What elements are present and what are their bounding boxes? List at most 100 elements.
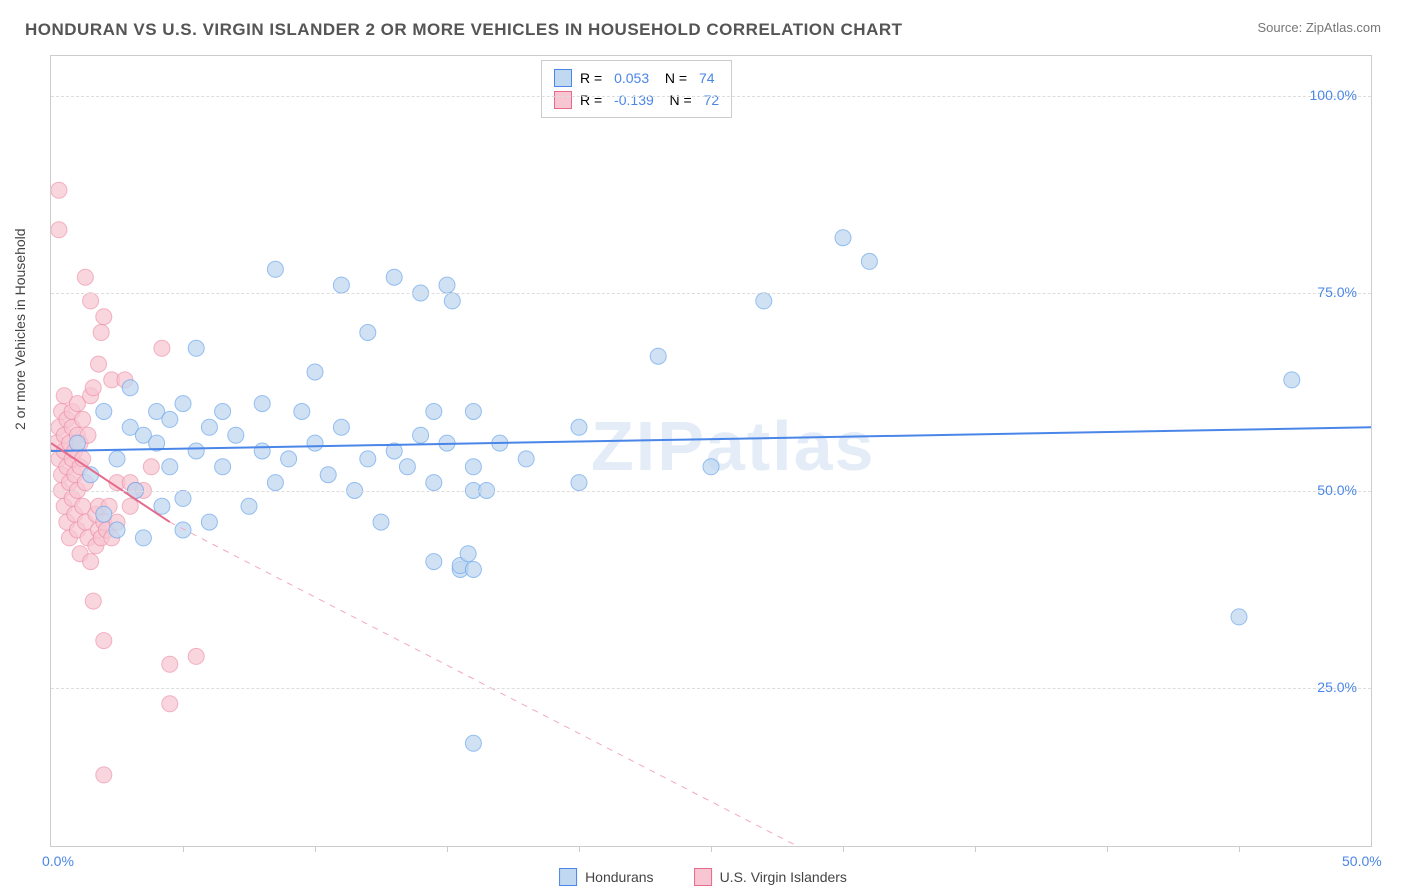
- data-point-pink: [96, 514, 112, 530]
- gridline-h: [51, 491, 1371, 492]
- data-point-pink: [59, 459, 75, 475]
- data-point-blue: [83, 467, 99, 483]
- data-point-pink: [61, 475, 77, 491]
- watermark-text: ZIPatlas: [591, 406, 875, 486]
- data-point-pink: [59, 411, 75, 427]
- data-point-pink: [56, 498, 72, 514]
- data-point-blue: [460, 546, 476, 562]
- x-tick-mark: [183, 846, 184, 852]
- data-point-blue: [162, 411, 178, 427]
- data-point-blue: [333, 419, 349, 435]
- data-point-pink: [98, 522, 114, 538]
- data-point-blue: [162, 459, 178, 475]
- data-point-pink: [56, 427, 72, 443]
- trend-line: [51, 443, 170, 522]
- data-point-blue: [386, 443, 402, 459]
- data-point-blue: [69, 435, 85, 451]
- data-point-blue: [1284, 372, 1300, 388]
- source-label: Source:: [1257, 20, 1305, 35]
- legend-swatch-blue-icon: [559, 868, 577, 886]
- data-point-pink: [67, 443, 83, 459]
- x-tick-mark: [447, 846, 448, 852]
- y-axis-label: 2 or more Vehicles in Household: [12, 228, 28, 430]
- data-point-pink: [72, 435, 88, 451]
- data-point-blue: [452, 562, 468, 578]
- data-point-pink: [56, 443, 72, 459]
- data-point-pink: [80, 530, 96, 546]
- data-point-pink: [85, 593, 101, 609]
- x-tick-mark: [1107, 846, 1108, 852]
- data-point-pink: [75, 498, 91, 514]
- data-point-pink: [162, 656, 178, 672]
- data-point-blue: [149, 404, 165, 420]
- x-tick-label: 0.0%: [42, 853, 74, 869]
- data-point-pink: [61, 435, 77, 451]
- data-point-blue: [452, 558, 468, 574]
- data-point-pink: [91, 356, 107, 372]
- data-point-pink: [104, 372, 120, 388]
- data-point-blue: [571, 475, 587, 491]
- data-point-blue: [1231, 609, 1247, 625]
- x-tick-mark: [1239, 846, 1240, 852]
- data-point-pink: [72, 459, 88, 475]
- data-point-pink: [64, 419, 80, 435]
- data-point-pink: [56, 388, 72, 404]
- data-point-blue: [399, 459, 415, 475]
- legend-label-2: U.S. Virgin Islanders: [720, 869, 847, 885]
- data-point-pink: [109, 514, 125, 530]
- data-point-blue: [215, 404, 231, 420]
- data-point-pink: [83, 293, 99, 309]
- data-point-pink: [77, 514, 93, 530]
- chart-source: Source: ZipAtlas.com: [1257, 20, 1381, 35]
- data-point-blue: [215, 459, 231, 475]
- data-point-blue: [835, 230, 851, 246]
- data-point-blue: [175, 396, 191, 412]
- y-tick-label: 50.0%: [1317, 482, 1357, 498]
- data-point-pink: [96, 309, 112, 325]
- data-point-blue: [267, 261, 283, 277]
- data-point-pink: [101, 498, 117, 514]
- data-point-pink: [188, 648, 204, 664]
- data-point-blue: [426, 554, 442, 570]
- data-point-pink: [69, 427, 85, 443]
- data-point-pink: [54, 404, 70, 420]
- data-point-pink: [64, 490, 80, 506]
- data-point-blue: [439, 277, 455, 293]
- data-point-pink: [122, 498, 138, 514]
- data-point-pink: [96, 767, 112, 783]
- data-point-blue: [413, 427, 429, 443]
- data-point-pink: [91, 522, 107, 538]
- data-point-blue: [465, 459, 481, 475]
- stat-n-2: 72: [704, 89, 720, 111]
- data-point-blue: [465, 735, 481, 751]
- data-point-blue: [201, 514, 217, 530]
- data-point-blue: [254, 396, 270, 412]
- data-point-pink: [64, 451, 80, 467]
- trend-line: [170, 522, 843, 846]
- data-point-blue: [386, 269, 402, 285]
- data-point-blue: [122, 380, 138, 396]
- data-point-pink: [85, 380, 101, 396]
- data-point-pink: [69, 396, 85, 412]
- legend-swatch-blue: [554, 69, 572, 87]
- data-point-pink: [80, 427, 96, 443]
- data-point-pink: [51, 419, 67, 435]
- data-point-blue: [320, 467, 336, 483]
- stat-r-2: -0.139: [614, 89, 654, 111]
- chart-title: HONDURAN VS U.S. VIRGIN ISLANDER 2 OR MO…: [25, 20, 903, 40]
- source-link[interactable]: ZipAtlas.com: [1306, 20, 1381, 35]
- trend-line: [51, 427, 1371, 451]
- data-point-pink: [88, 538, 104, 554]
- stats-row-1: R = 0.053 N = 74: [554, 67, 719, 89]
- data-point-blue: [201, 419, 217, 435]
- data-point-pink: [51, 222, 67, 238]
- data-point-blue: [492, 435, 508, 451]
- legend-swatch-pink-icon: [694, 868, 712, 886]
- legend-item-1: Hondurans: [559, 868, 654, 886]
- data-point-blue: [571, 419, 587, 435]
- x-tick-mark: [315, 846, 316, 852]
- plot-area: ZIPatlas R = 0.053 N = 74 R = -0.139 N =…: [50, 55, 1372, 847]
- data-point-pink: [154, 340, 170, 356]
- data-point-blue: [281, 451, 297, 467]
- data-point-blue: [154, 498, 170, 514]
